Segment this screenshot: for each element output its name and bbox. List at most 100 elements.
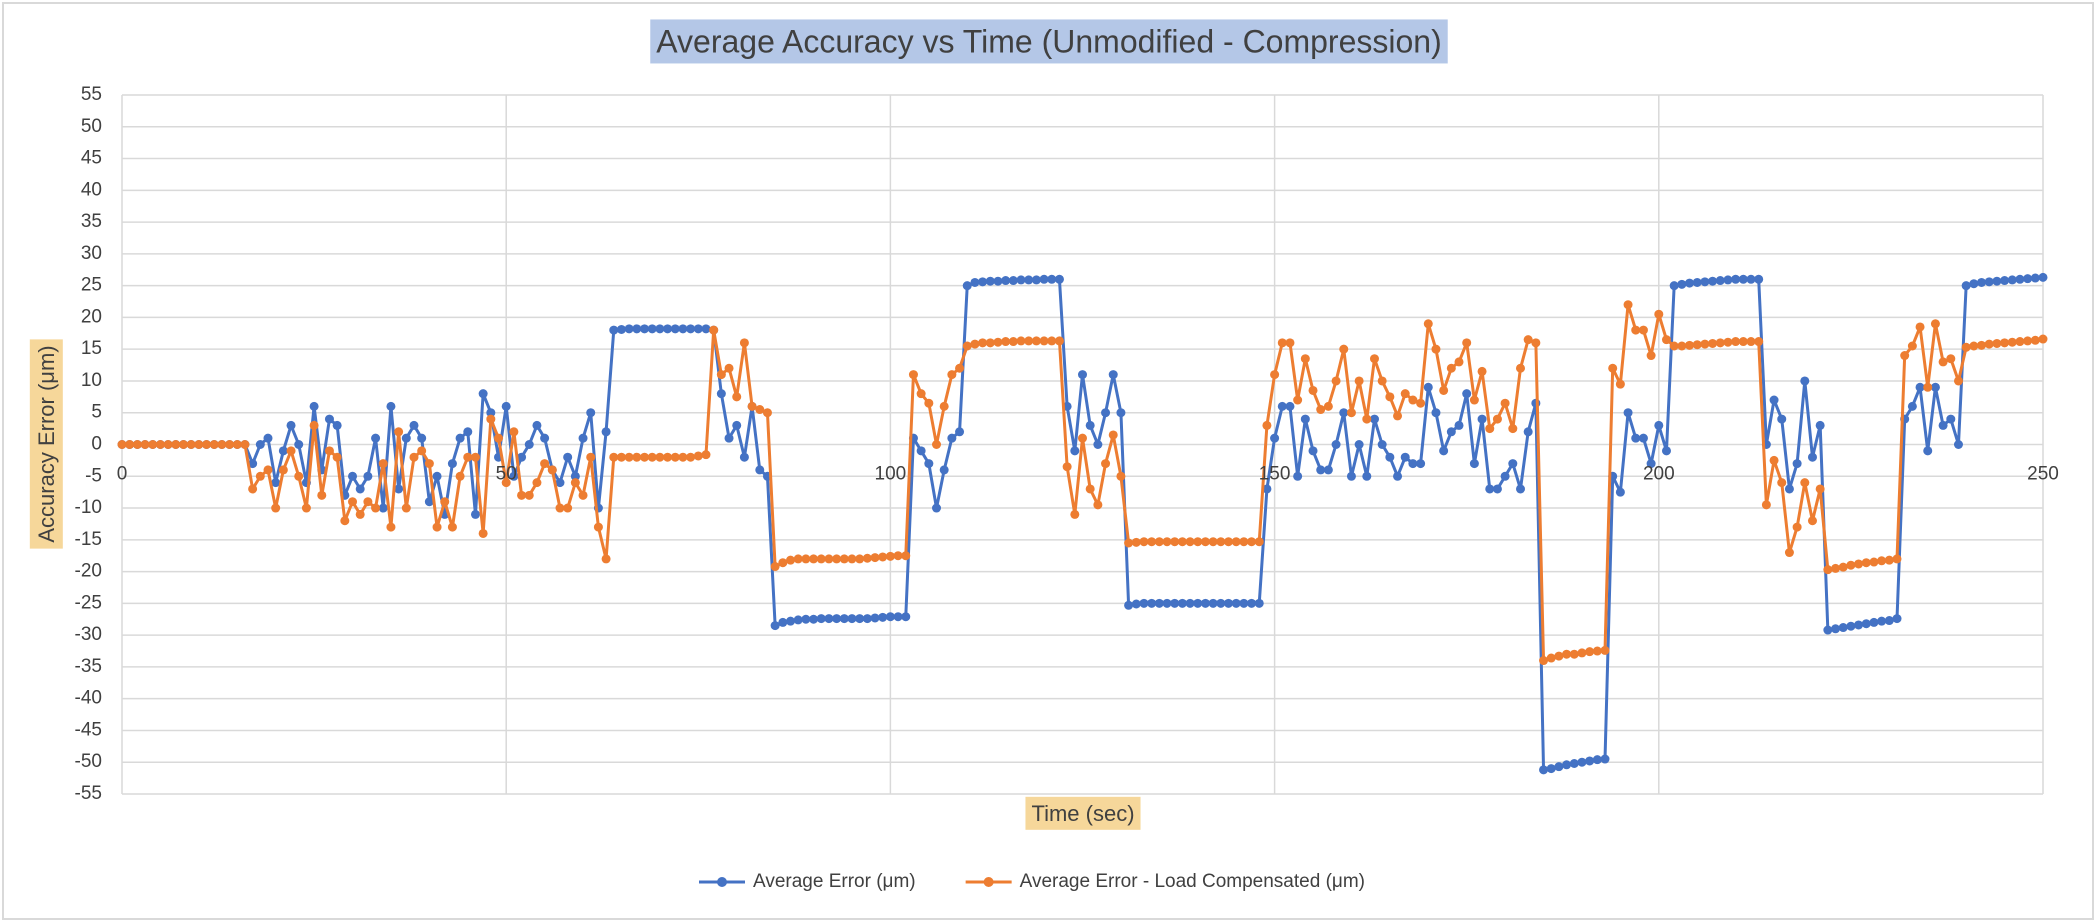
data-point [1508,424,1518,434]
data-point [1646,351,1656,361]
data-point [486,408,496,418]
data-point [724,433,734,443]
data-point [647,324,657,334]
y-axis-label: Accuracy Error (μm) [34,345,59,542]
data-point [1070,509,1080,519]
data-point [1346,471,1356,481]
data-point [1600,754,1610,764]
data-point [1915,322,1925,332]
data-point [517,490,527,500]
data-point [855,614,865,624]
data-point [1139,537,1149,547]
data-point [1884,555,1894,565]
data-point [1800,478,1810,488]
data-point [1016,275,1026,285]
legend-marker [717,877,727,887]
data-point [2030,335,2040,345]
data-point [378,459,388,469]
data-point [593,522,603,532]
data-point [878,552,888,562]
data-point [1585,756,1595,766]
data-point [470,452,480,462]
data-point [1101,408,1111,418]
data-point [1984,339,1994,349]
legend-marker [983,877,994,887]
data-point [217,440,227,449]
data-point [332,452,342,462]
data-point [609,452,619,462]
data-point [1162,598,1172,608]
data-point [809,554,819,564]
data-point [1346,408,1356,418]
data-point [778,558,788,568]
data-point [1431,344,1441,354]
data-point [693,324,703,334]
data-point [1700,339,1710,349]
data-point [1024,275,1034,285]
data-point [1585,647,1595,657]
data-point [1969,341,1979,351]
data-point [1454,420,1464,430]
data-point [1638,325,1648,335]
data-point [432,522,442,532]
data-point [847,554,857,564]
data-point [1093,500,1103,510]
y-tick-label: -50 [75,751,102,772]
data-point [1846,621,1856,631]
data-point [1600,645,1610,655]
data-point [163,440,173,449]
data-point [924,459,934,469]
data-point [1731,337,1741,347]
data-point [1078,370,1087,380]
data-point [1400,389,1410,399]
data-point [1177,537,1187,547]
data-point [1807,452,1817,462]
data-point [1961,281,1971,291]
data-point [2038,272,2048,282]
data-point [1177,598,1187,608]
data-point [1515,484,1525,494]
x-tick-label: 100 [875,464,907,485]
data-point [739,338,749,348]
data-point [786,555,796,565]
y-tick-label: 0 [91,434,102,455]
data-point [255,440,265,449]
data-point [240,440,250,449]
data-point [962,281,972,291]
data-point [1685,278,1695,288]
data-point [186,440,196,449]
data-point [209,440,219,449]
data-point [993,276,1003,286]
data-point [1131,599,1141,609]
y-tick-label: -35 [75,656,102,677]
data-point [225,440,235,449]
data-point [348,471,358,481]
data-point [678,452,688,462]
data-point [832,554,842,564]
data-point [732,392,742,402]
data-point [501,478,511,488]
data-point [1562,760,1572,770]
data-point [1754,274,1764,284]
data-point [1078,433,1087,443]
data-point [1254,598,1264,608]
data-point [363,497,373,507]
data-point [494,433,504,443]
x-tick-label: 200 [1643,464,1675,485]
data-point [1815,484,1825,494]
data-point [1369,414,1379,424]
data-point [1054,274,1064,284]
data-point [1623,300,1633,310]
y-tick-label: -5 [85,465,102,486]
data-point [570,478,580,488]
data-point [455,471,465,481]
data-point [1362,414,1372,424]
data-point [1139,598,1149,608]
data-point [1615,487,1625,497]
data-point [924,398,934,408]
data-point [1439,385,1449,395]
data-point [601,554,611,564]
data-point [1039,274,1049,284]
data-point [1977,277,1987,287]
data-point [1054,336,1064,346]
